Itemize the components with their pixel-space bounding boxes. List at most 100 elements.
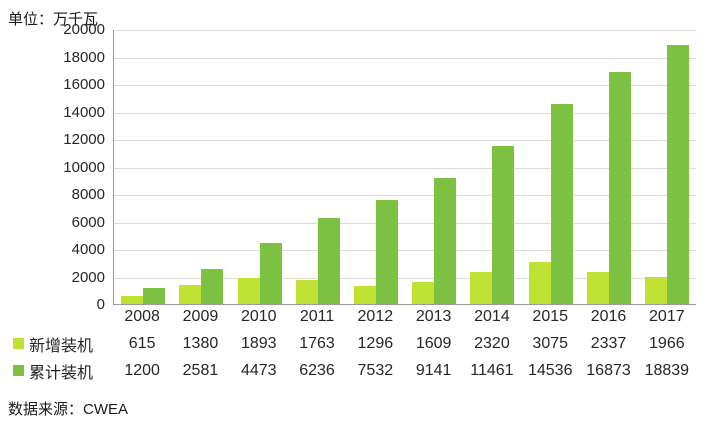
gridline <box>114 250 696 251</box>
y-tick-label: 20000 <box>63 21 105 38</box>
bar-group-2009 <box>172 30 230 304</box>
gridline <box>114 277 696 279</box>
table-value-新增装机-2010: 1893 <box>240 334 277 352</box>
y-tick-label: 4000 <box>71 241 105 258</box>
bar-累计装机-2008 <box>143 287 166 304</box>
bar-累计装机-2016 <box>608 72 631 304</box>
bar-新增装机-2010 <box>237 277 260 304</box>
bar-新增装机-2013 <box>412 281 435 304</box>
chart-area: 0 2000 4000 6000 8000 10000 12000 14000 16000 180… <box>0 22 712 313</box>
y-tick-label: 0 <box>96 296 105 313</box>
plot-area <box>113 30 696 305</box>
y-tick-label: 14000 <box>63 103 105 121</box>
x-axis-label-2011: 2011 <box>299 308 335 325</box>
x-axis-label-2008: 2008 <box>124 308 160 325</box>
table-value-累计装机-2017: 18839 <box>644 361 690 379</box>
bar-group-2017 <box>638 30 696 304</box>
bar-新增装机-2012 <box>353 286 376 304</box>
legend-row-新增装机: 新增装机 615 1380 1893 1763 1296 1609 2320 3075 2337 1… <box>0 330 712 357</box>
x-axis-labels: 2008 2009 2010 2011 2012 2013 2014 2015 2016 2017 <box>113 305 696 326</box>
x-axis-spacer <box>0 305 113 326</box>
bar-累计装机-2013 <box>434 178 457 304</box>
table-value-新增装机-2009: 1380 <box>182 334 219 352</box>
x-axis-label-2012: 2012 <box>357 308 394 325</box>
bar-新增装机-2017 <box>644 276 667 304</box>
bar-新增装机-2015 <box>528 261 551 304</box>
gridline <box>114 167 696 169</box>
y-tick-label: 8000 <box>71 186 105 203</box>
table-value-新增装机-2015: 3075 <box>532 334 569 352</box>
bar-group-2010 <box>230 30 288 304</box>
y-axis: 0 2000 4000 6000 8000 10000 12000 14000 16000 180… <box>0 22 113 313</box>
table-value-累计装机-2013: 9141 <box>415 361 452 379</box>
bar-新增装机-2014 <box>470 272 493 304</box>
table-value-累计装机-2011: 6236 <box>299 361 335 379</box>
bar-累计装机-2009 <box>201 268 224 304</box>
x-axis-label-2009: 2009 <box>182 308 219 325</box>
table-value-新增装机-2008: 615 <box>128 334 156 352</box>
table-value-累计装机-2014: 11461 <box>470 361 514 379</box>
bar-group-2013 <box>405 30 463 304</box>
bar-group-2016 <box>580 30 638 304</box>
gridline <box>114 222 696 224</box>
x-axis-label-2017: 2017 <box>649 308 685 325</box>
value-row-新增装机: 615 1380 1893 1763 1296 1609 2320 3075 2337 1966 <box>113 335 696 353</box>
table-value-累计装机-2012: 7532 <box>357 361 394 379</box>
table-value-累计装机-2008: 1200 <box>124 361 160 379</box>
bar-新增装机-2009 <box>179 285 202 304</box>
bar-新增装机-2011 <box>295 279 318 304</box>
bar-累计装机-2011 <box>317 218 340 304</box>
gridline <box>114 112 696 114</box>
bar-累计装机-2012 <box>375 200 398 304</box>
y-tick-label: 18000 <box>63 48 105 66</box>
legend-cell-累计装机: 累计装机 <box>0 359 113 383</box>
bar-group-2014 <box>463 30 521 304</box>
table-value-累计装机-2010: 4473 <box>240 361 277 379</box>
table-value-新增装机-2013: 1609 <box>415 334 452 352</box>
y-tick-label: 16000 <box>63 76 105 93</box>
bar-累计装机-2017 <box>666 44 689 304</box>
source-label: 数据来源：CWEA <box>8 401 129 418</box>
legend-swatch-icon <box>13 365 24 376</box>
bar-累计装机-2010 <box>259 242 282 304</box>
y-tick-label: 6000 <box>71 213 105 231</box>
x-axis: 2008 2009 2010 2011 2012 2013 2014 2015 2016 2017 <box>0 305 712 326</box>
y-tick-label: 2000 <box>71 268 105 286</box>
gridline <box>114 57 696 59</box>
legend-cell-新增装机: 新增装机 <box>0 332 113 356</box>
table-value-累计装机-2015: 14536 <box>527 361 573 379</box>
gridline <box>114 140 696 141</box>
x-axis-label-2010: 2010 <box>240 308 277 325</box>
bar-新增装机-2016 <box>586 271 609 304</box>
table-value-新增装机-2016: 2337 <box>590 334 627 352</box>
bar-新增装机-2008 <box>121 295 144 304</box>
y-tick-label: 10000 <box>63 158 105 176</box>
unit-label: 单位：万千瓦 <box>8 11 99 28</box>
table-value-新增装机-2012: 1296 <box>357 334 394 352</box>
table-value-累计装机-2009: 2581 <box>182 361 219 379</box>
x-axis-label-2014: 2014 <box>474 308 510 325</box>
gridline <box>114 85 696 86</box>
x-axis-label-2013: 2013 <box>415 308 452 325</box>
bar-group-2012 <box>347 30 405 304</box>
y-tick-label: 12000 <box>63 131 105 148</box>
legend-data-table: 新增装机 615 1380 1893 1763 1296 1609 2320 3075 2337 1… <box>0 330 712 384</box>
table-value-新增装机-2017: 1966 <box>649 334 685 352</box>
bar-group-2015 <box>521 30 579 304</box>
x-axis-label-2015: 2015 <box>532 308 569 325</box>
legend-row-累计装机: 累计装机 1200 2581 4473 6236 7532 9141 11461 14536 16… <box>0 357 712 384</box>
legend-name: 新增装机 <box>29 337 94 355</box>
bar-累计装机-2015 <box>550 104 573 304</box>
legend-name: 累计装机 <box>29 364 94 382</box>
table-value-累计装机-2016: 16873 <box>586 361 631 379</box>
table-value-新增装机-2014: 2320 <box>474 334 510 352</box>
x-axis-label-2016: 2016 <box>590 308 627 325</box>
gridline <box>114 195 696 196</box>
legend-swatch-icon <box>13 338 24 349</box>
table-value-新增装机-2011: 1763 <box>299 334 335 352</box>
gridline <box>114 30 696 31</box>
value-row-累计装机: 1200 2581 4473 6236 7532 9141 11461 14536 16873 1… <box>113 362 696 380</box>
bar-group-2008 <box>114 30 172 304</box>
bar-累计装机-2014 <box>492 146 515 304</box>
